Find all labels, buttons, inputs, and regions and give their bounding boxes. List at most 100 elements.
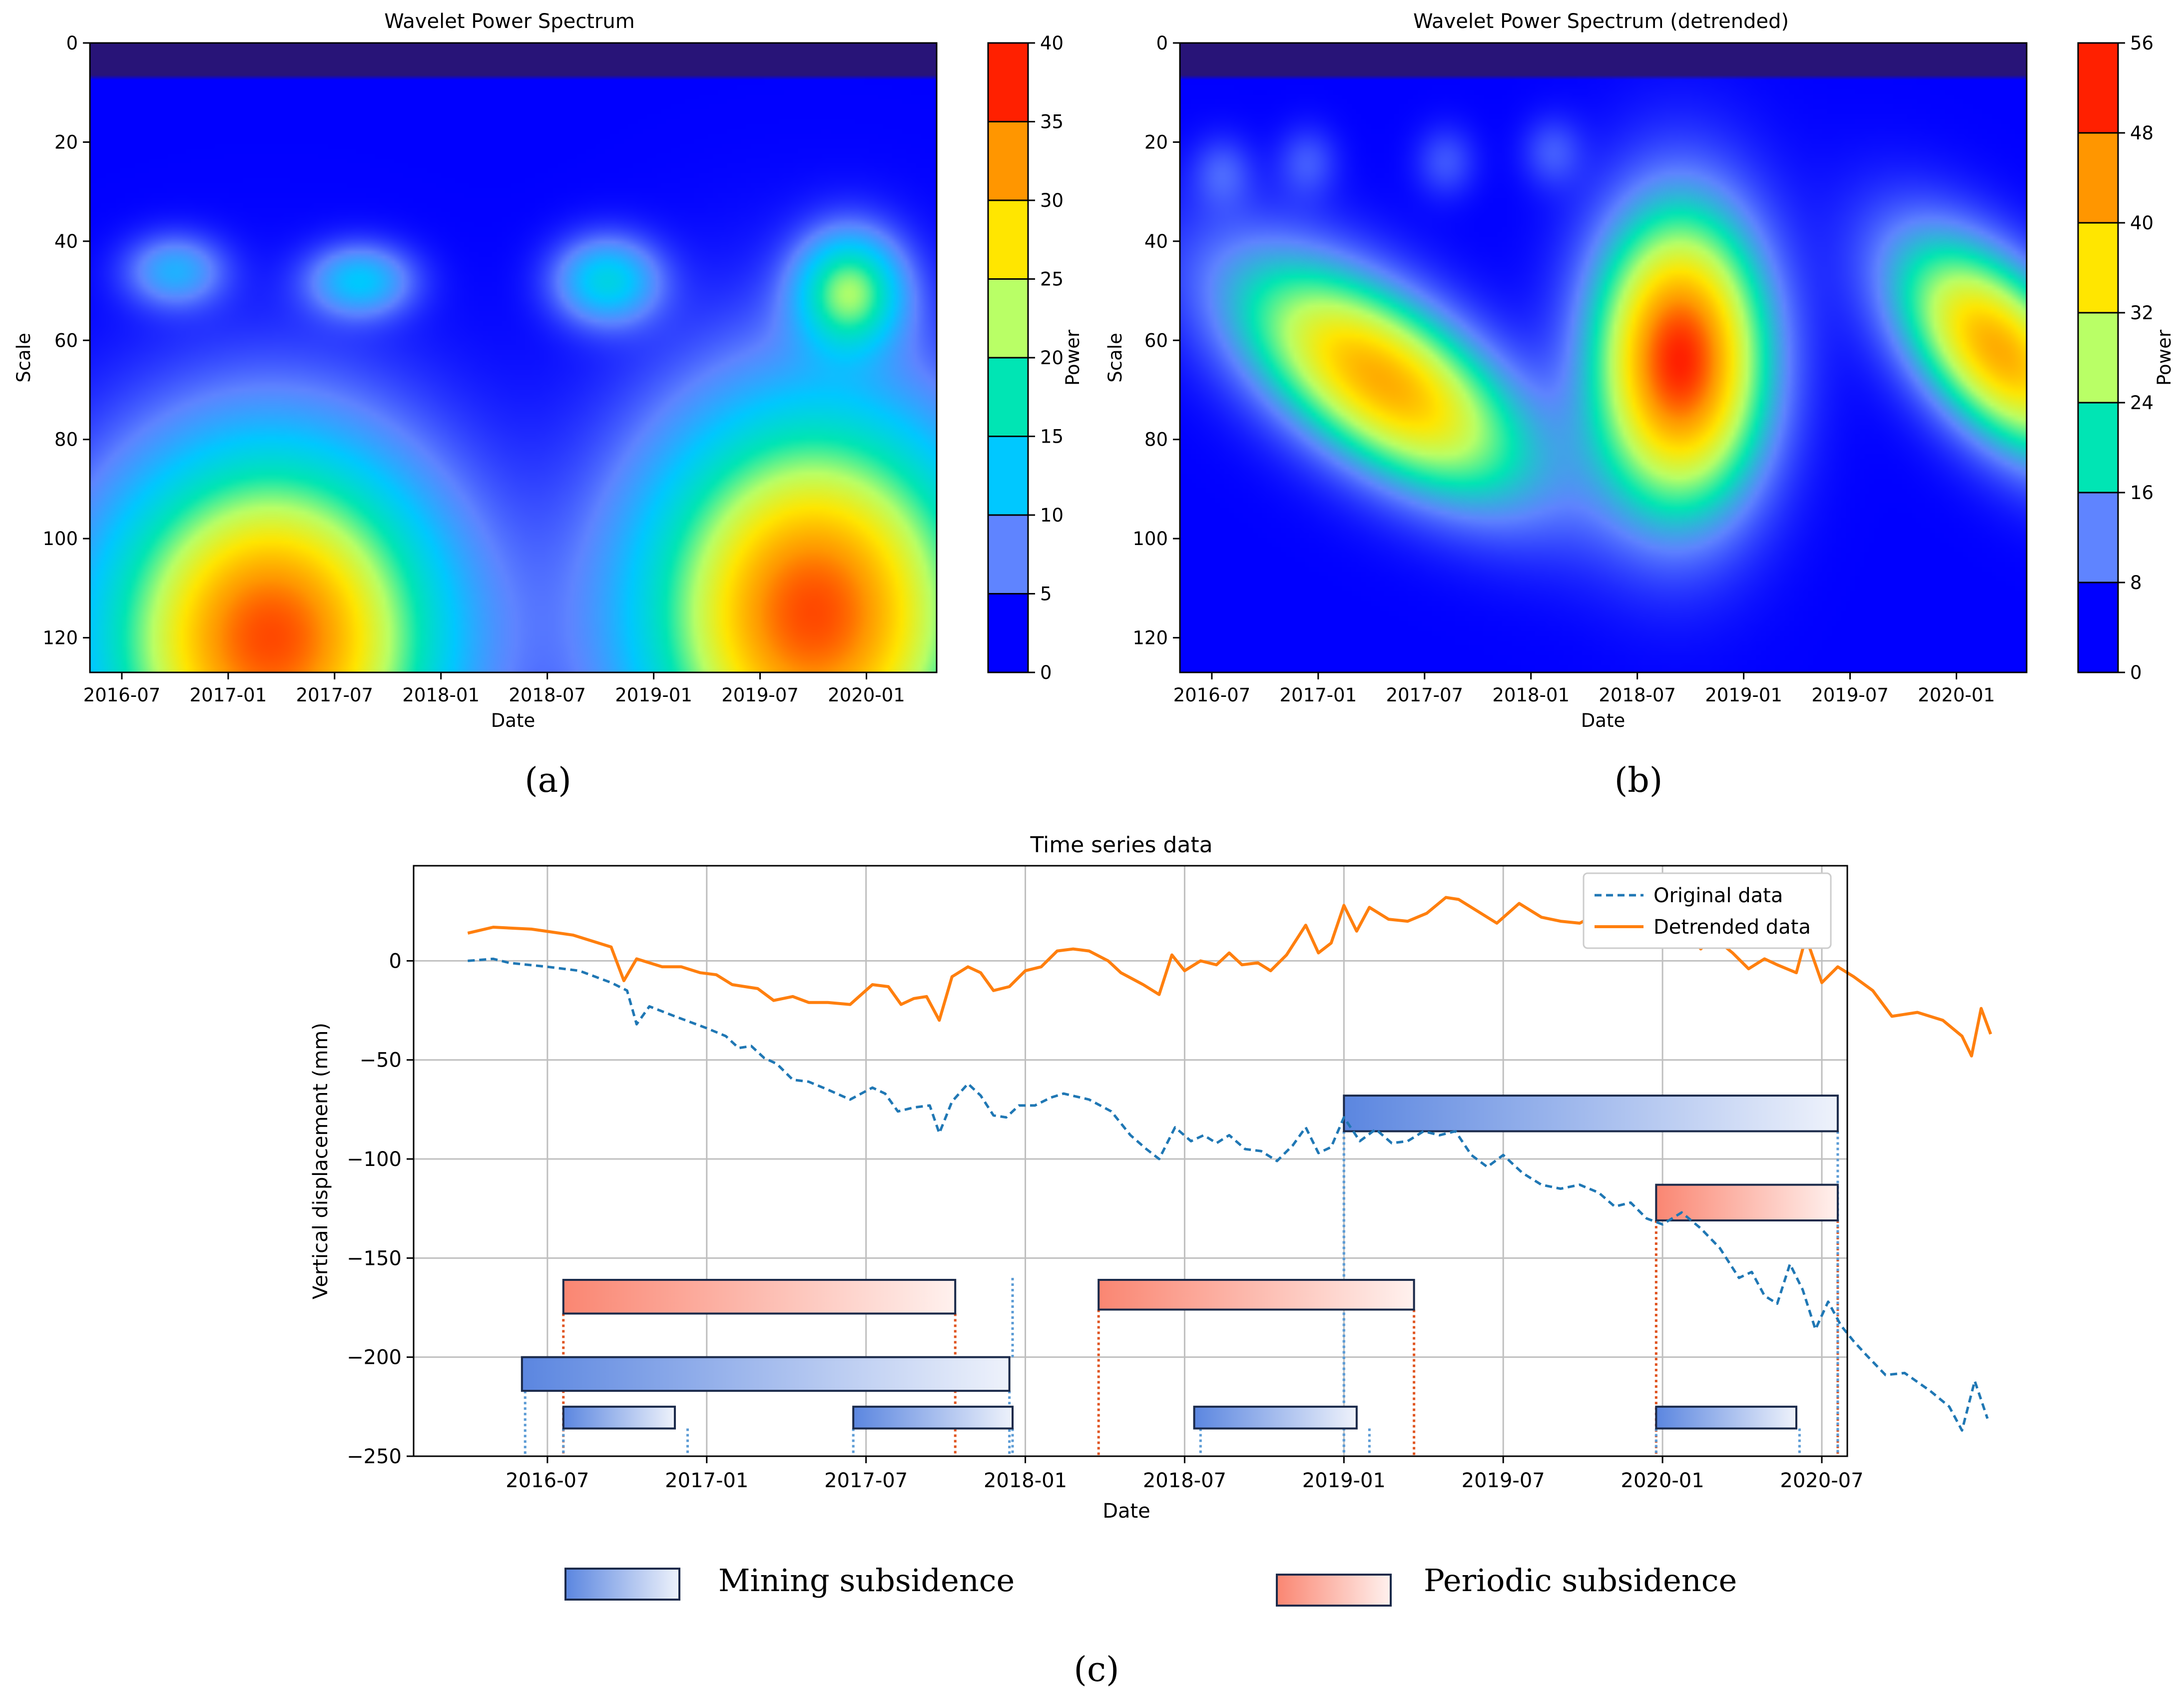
panel-c-time-series: Time series data 2016-07 2017-01 2017-07 20… — [309, 832, 1992, 1690]
panel-c-ytick-label: −200 — [347, 1346, 402, 1369]
panel-b-ytick-label: 60 — [1144, 330, 1168, 351]
original-data-line — [468, 957, 1989, 1432]
panel-a-colorbar-segment — [988, 121, 1028, 200]
panel-a-ytick-label: 100 — [42, 528, 78, 550]
panel-a-ytick-label: 60 — [54, 330, 78, 351]
panel-a-ytick-label: 0 — [66, 32, 78, 54]
panel-b-title: Wavelet Power Spectrum (detrended) — [1413, 10, 1789, 33]
panel-a-colorbar-tick-label: 40 — [1040, 32, 1064, 54]
periodic-legend-label: Periodic subsidence — [1424, 1562, 1737, 1599]
panel-b-xtick-label: 2018-07 — [1599, 684, 1676, 706]
panel-c-xtick-label: 2018-01 — [984, 1469, 1067, 1492]
panel-c-xlabel: Date — [1102, 1500, 1150, 1523]
panel-c-axes-frame — [413, 865, 1848, 1457]
panel-a-axes: 2016-07 2017-01 2017-07 2018-01 2018-07 2019-… — [42, 32, 905, 706]
panel-c-xtick-label: 2020-07 — [1780, 1469, 1863, 1492]
panel-b-xtick-label: 2019-07 — [1811, 684, 1889, 706]
panel-b-ytick-label: 20 — [1144, 131, 1168, 153]
panel-c-ytick-label: −100 — [347, 1148, 402, 1171]
panel-a-wavelet-power: Wavelet Power Spectrum 2016-07 2017-01 201… — [13, 10, 1084, 800]
panel-label-c: (c) — [1074, 1650, 1119, 1690]
mining-subsidence-box — [1193, 1405, 1358, 1430]
panel-b-colorbar-segment — [2078, 582, 2118, 672]
panel-a-colorbar-label: Power — [1062, 329, 1084, 386]
mining-subsidence-box — [1343, 1095, 1839, 1133]
mining-subsidence-box — [1655, 1405, 1797, 1430]
panel-b-xtick-label: 2017-01 — [1280, 684, 1357, 706]
panel-c-ytick-label: 0 — [389, 950, 402, 973]
panel-b-colorbar: 0 8 16 24 32 40 48 56 — [2077, 32, 2154, 683]
panel-a-xtick-label: 2017-01 — [190, 684, 267, 706]
panel-b-colorbar-segment — [2078, 493, 2118, 582]
panel-c-ytick-label: −250 — [347, 1445, 402, 1468]
panel-b-colorbar-tick-label: 40 — [2130, 212, 2154, 234]
panel-b-xtick-label: 2017-07 — [1386, 684, 1463, 706]
panel-a-colorbar-tick-label: 5 — [1040, 583, 1052, 605]
mining-swatch — [564, 1568, 680, 1601]
panel-a-xtick-label: 2016-07 — [83, 684, 161, 706]
panel-a-xtick-label: 2019-07 — [721, 684, 799, 706]
panel-c-ylabel: Vertical displacement (mm) — [309, 1023, 332, 1299]
detrended-data-line — [467, 896, 1992, 1058]
panel-a-colorbar-tick-label: 20 — [1040, 347, 1064, 369]
panel-b-xlabel: Date — [1581, 710, 1625, 731]
panel-a-heatmap — [90, 43, 937, 672]
panel-c-xtick-label: 2019-01 — [1302, 1469, 1386, 1492]
panel-c-xtick-label: 2016-07 — [506, 1469, 589, 1492]
panel-b-colorbar-tick-label: 56 — [2130, 32, 2154, 54]
panel-a-colorbar-segment — [988, 358, 1028, 437]
panel-a-xtick-label: 2017-07 — [296, 684, 373, 706]
panel-a-colorbar: 0 5 10 15 20 25 30 35 40 — [987, 32, 1064, 683]
panel-b-xtick-label: 2018-01 — [1492, 684, 1570, 706]
panel-c-legend: Original data Detrended data — [1583, 872, 1832, 949]
panel-b-ylabel: Scale — [1104, 333, 1126, 383]
panel-a-ytick-label: 20 — [54, 131, 78, 153]
panel-a-colorbar-tick-label: 10 — [1040, 505, 1064, 526]
panel-a-plot-frame — [89, 42, 938, 673]
mining-subsidence-box — [562, 1405, 676, 1430]
panel-a-ytick-label: 120 — [42, 627, 78, 649]
panel-c-xtick-label: 2018-07 — [1143, 1469, 1226, 1492]
panel-a-ytick-label: 80 — [54, 429, 78, 451]
mining-subsidence-box — [852, 1405, 1014, 1430]
panel-a-xlabel: Date — [491, 710, 535, 731]
panel-b-plot-frame — [1179, 42, 2028, 673]
panel-b-colorbar-label: Power — [2154, 329, 2175, 386]
legend-frame — [1583, 872, 1832, 949]
periodic-swatch — [1276, 1574, 1392, 1607]
panel-b-colorbar-segment — [2078, 133, 2118, 223]
bottom-legend: Mining subsidence Periodic subsidence — [564, 1562, 1737, 1607]
panel-b-ytick-label: 40 — [1144, 231, 1168, 252]
panel-a-colorbar-tick-label: 30 — [1040, 190, 1064, 211]
periodic-subsidence-box — [1097, 1278, 1415, 1311]
panel-a-colorbar-segment — [988, 593, 1028, 672]
panel-a-xtick-label: 2020-01 — [828, 684, 905, 706]
panel-a-colorbar-segment — [988, 515, 1028, 594]
panel-b-ytick-label: 100 — [1132, 528, 1168, 550]
panel-b-xtick-label: 2016-07 — [1173, 684, 1251, 706]
panel-c-interval-markers — [524, 1131, 1839, 1456]
panel-b-colorbar-tick-label: 8 — [2130, 572, 2142, 593]
panel-b-axes: 2016-07 2017-01 2017-07 2018-01 2018-07 2019-… — [1132, 32, 1995, 706]
panel-c-xtick-label: 2019-07 — [1462, 1469, 1545, 1492]
panel-label-b: (b) — [1615, 761, 1663, 800]
panel-c-axes: 2016-07 2017-01 2017-07 2018-01 2018-07 2019-… — [347, 950, 1863, 1492]
periodic-subsidence-box — [1655, 1183, 1839, 1221]
panel-b-colorbar-segment — [2078, 313, 2118, 403]
panel-b-colorbar-segment — [2078, 43, 2118, 133]
panel-b-colorbar-tick-label: 16 — [2130, 482, 2154, 504]
panel-c-interval-boxes — [521, 1095, 1839, 1430]
panel-c-ytick-label: −150 — [347, 1247, 402, 1270]
panel-a-ytick-label: 40 — [54, 231, 78, 252]
mining-subsidence-box — [521, 1356, 1011, 1392]
panel-a-xtick-label: 2018-07 — [509, 684, 586, 706]
legend-original-label: Original data — [1653, 884, 1783, 907]
panel-b-xtick-label: 2019-01 — [1705, 684, 1782, 706]
panel-b-ytick-label: 120 — [1132, 627, 1168, 649]
panel-a-colorbar-tick-label: 25 — [1040, 269, 1064, 290]
panel-a-colorbar-segment — [988, 279, 1028, 358]
panel-b-ytick-label: 0 — [1156, 32, 1168, 54]
panel-a-title: Wavelet Power Spectrum — [384, 10, 634, 33]
panel-b-ytick-label: 80 — [1144, 429, 1168, 451]
